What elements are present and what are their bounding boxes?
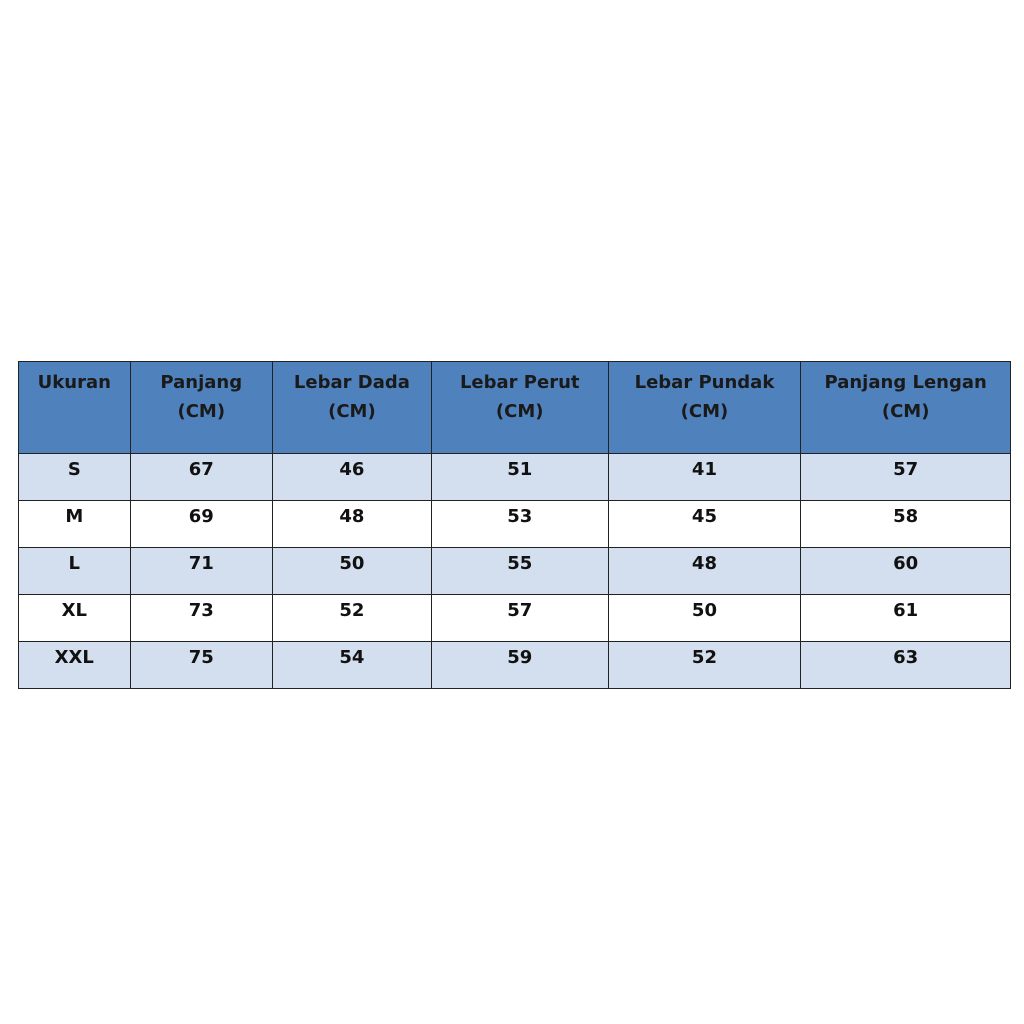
table-body: S 67 46 51 41 57 M 69 48 53 45 58 L 71 50 55 48 60 XL 73 52 5… (18, 453, 1011, 689)
measurement-cell: 45 (607, 500, 802, 548)
header-line1: Panjang Lengan (824, 372, 987, 393)
header-line2: (CM) (495, 401, 544, 422)
measurement-cell: 61 (800, 594, 1011, 642)
measurement-cell: 73 (129, 594, 273, 642)
size-cell: S (18, 453, 131, 501)
header-line2: (CM) (177, 401, 226, 422)
measurement-cell: 57 (800, 453, 1011, 501)
column-header: Lebar Dada (CM) (271, 361, 432, 454)
size-chart-table: Ukuran Panjang (CM) Lebar Dada (CM) Lebar Per… (18, 361, 1011, 689)
table-row: S 67 46 51 41 57 (18, 453, 1011, 501)
measurement-cell: 50 (271, 547, 432, 595)
column-header: Lebar Pundak (CM) (607, 361, 802, 454)
header-line2: (CM) (680, 401, 729, 422)
size-cell: XL (18, 594, 131, 642)
column-header: Panjang (CM) (129, 361, 273, 454)
header-line1: Ukuran (37, 372, 111, 393)
measurement-cell: 50 (607, 594, 802, 642)
measurement-cell: 58 (800, 500, 1011, 548)
measurement-cell: 55 (430, 547, 609, 595)
size-cell: M (18, 500, 131, 548)
table-row: XXL 75 54 59 52 63 (18, 641, 1011, 689)
measurement-cell: 48 (271, 500, 432, 548)
table-row: L 71 50 55 48 60 (18, 547, 1011, 595)
measurement-cell: 69 (129, 500, 273, 548)
column-header: Panjang Lengan (CM) (800, 361, 1011, 454)
measurement-cell: 57 (430, 594, 609, 642)
header-row: Ukuran Panjang (CM) Lebar Dada (CM) Lebar Per… (18, 361, 1011, 454)
header-line2: (CM) (328, 401, 376, 422)
header-line1: Lebar Perut (459, 372, 580, 393)
table-row: M 69 48 53 45 58 (18, 500, 1011, 548)
measurement-cell: 60 (800, 547, 1011, 595)
column-header: Lebar Perut (CM) (430, 361, 609, 454)
measurement-cell: 41 (607, 453, 802, 501)
size-cell: XXL (18, 641, 131, 689)
measurement-cell: 52 (271, 594, 432, 642)
measurement-cell: 75 (129, 641, 273, 689)
measurement-cell: 48 (607, 547, 802, 595)
header-line2: (CM) (881, 401, 930, 422)
measurement-cell: 46 (271, 453, 432, 501)
measurement-cell: 52 (607, 641, 802, 689)
column-header: Ukuran (18, 361, 131, 454)
measurement-cell: 54 (271, 641, 432, 689)
header-line1: Panjang (160, 372, 243, 393)
measurement-cell: 67 (129, 453, 273, 501)
header-line1: Lebar Pundak (634, 372, 775, 393)
table-row: XL 73 52 57 50 61 (18, 594, 1011, 642)
measurement-cell: 59 (430, 641, 609, 689)
measurement-cell: 63 (800, 641, 1011, 689)
measurement-cell: 51 (430, 453, 609, 501)
size-cell: L (18, 547, 131, 595)
measurement-cell: 71 (129, 547, 273, 595)
measurement-cell: 53 (430, 500, 609, 548)
header-line1: Lebar Dada (293, 372, 410, 393)
